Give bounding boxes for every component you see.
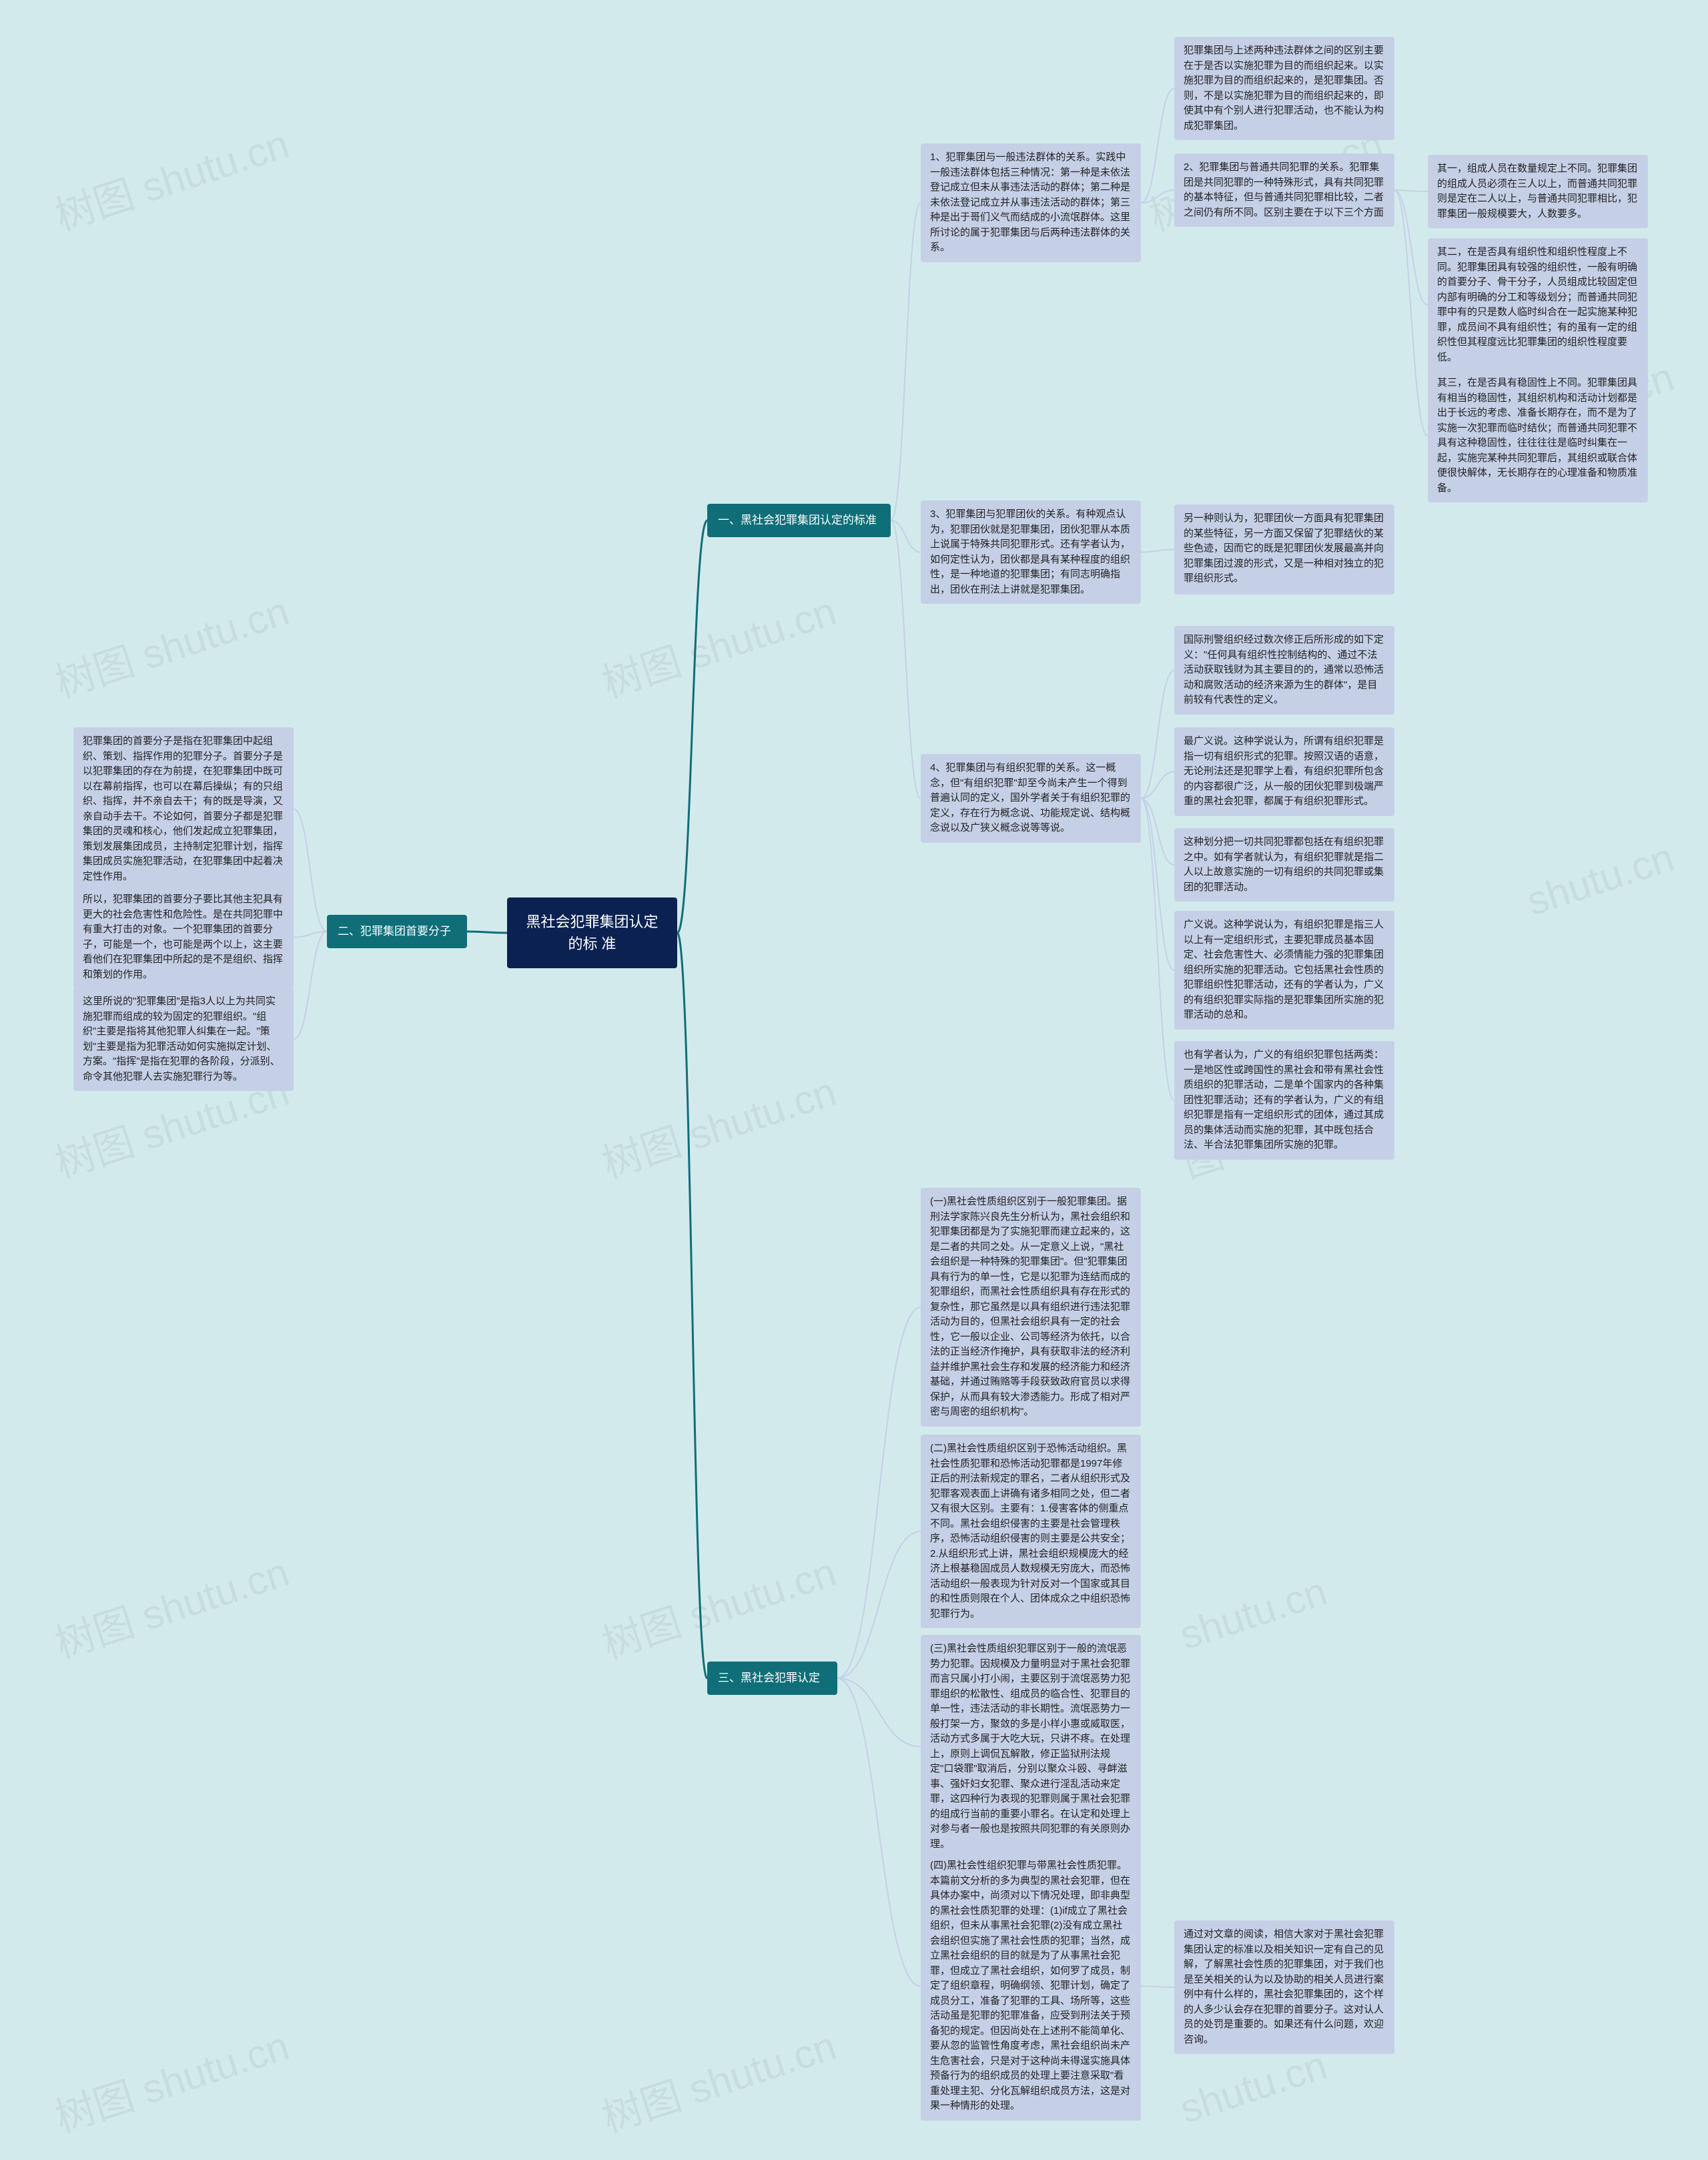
watermark: 树图 shutu.cn	[594, 2014, 843, 2144]
branch-1-item-1-sub-2: 2、犯罪集团与普通共同犯罪的关系。犯罪集团是共同犯罪的一种特殊形式，具有共同犯罪…	[1174, 153, 1394, 227]
branch-2-item-3: 这里所说的"犯罪集团"是指3人以上为共同实施犯罪而组成的较为固定的犯罪组织。"组…	[73, 988, 294, 1091]
branch-1-item-4-sub-5: 也有学者认为，广义的有组织犯罪包括两类：一是地区性或跨国性的黑社会和带有黑社会性…	[1174, 1041, 1394, 1160]
branch-1-item-1-sub-1: 犯罪集团与上述两种违法群体之间的区别主要在于是否以实施犯罪为目的而组织起来。以实…	[1174, 37, 1394, 140]
branch-3: 三、黑社会犯罪认定	[707, 1662, 837, 1695]
branch-1-item-4-sub-4: 广义说。这种学说认为，有组织犯罪是指三人以上有一定组织形式，主要犯罪成员基本固定…	[1174, 911, 1394, 1030]
branch-1-item-1-sub-2-b: 其二，在是否具有组织性和组织性程度上不同。犯罪集团具有较强的组织性，一般有明确的…	[1428, 238, 1648, 372]
branch-1-item-4: 4、犯罪集团与有组织犯罪的关系。这一概念，但"有组织犯罪"却至今尚未产生一个得到…	[921, 754, 1141, 843]
branch-3-item-1: (一)黑社会性质组织区别于一般犯罪集团。据刑法学家陈兴良先生分析认为，黑社会组织…	[921, 1188, 1141, 1427]
branch-2-item-2: 所以，犯罪集团的首要分子要比其他主犯具有更大的社会危害性和危险性。是在共同犯罪中…	[73, 885, 294, 989]
branch-3-item-2: (二)黑社会性质组织区别于恐怖活动组织。黑社会性质犯罪和恐怖活动犯罪都是1997…	[921, 1435, 1141, 1628]
branch-1-item-4-sub-3: 这种划分把一切共同犯罪都包括在有组织犯罪之中。如有学者就认为，有组织犯罪就是指二…	[1174, 828, 1394, 902]
branch-1-item-1: 1、犯罪集团与一般违法群体的关系。实践中一般违法群体包括三种情况：第一种是未依法…	[921, 143, 1141, 262]
branch-1: 一、黑社会犯罪集团认定的标准	[707, 504, 891, 537]
watermark: 树图 shutu.cn	[47, 579, 296, 709]
watermark: shutu.cn	[1521, 834, 1679, 925]
watermark: 树图 shutu.cn	[594, 1540, 843, 1670]
branch-2-item-1: 犯罪集团的首要分子是指在犯罪集团中起组织、策划、指挥作用的犯罪分子。首要分子是以…	[73, 727, 294, 891]
watermark: 树图 shutu.cn	[47, 1540, 296, 1670]
branch-3-item-4-sub-1: 通过对文章的阅读，相信大家对于黑社会犯罪集团认定的标准以及相关知识一定有自己的见…	[1174, 1920, 1394, 2054]
branch-3-item-3: (三)黑社会性质组织犯罪区别于一般的流氓恶势力犯罪。因规模及力量明显对于黑社会犯…	[921, 1635, 1141, 1858]
watermark: shutu.cn	[1174, 2042, 1332, 2133]
watermark: 树图 shutu.cn	[594, 1060, 843, 1190]
watermark: 树图 shutu.cn	[47, 2014, 296, 2144]
root-node: 黑社会犯罪集团认定的标 准	[507, 897, 677, 968]
watermark: 树图 shutu.cn	[47, 112, 296, 242]
branch-2: 二、犯罪集团首要分子	[327, 915, 467, 948]
branch-1-item-3: 3、犯罪集团与犯罪团伙的关系。有种观点认为，犯罪团伙就是犯罪集团，团伙犯罪从本质…	[921, 500, 1141, 604]
branch-3-item-4: (四)黑社会性组织犯罪与带黑社会性质犯罪。本篇前文分析的多为典型的黑社会犯罪，但…	[921, 1852, 1141, 2121]
branch-1-item-1-sub-2-c: 其三，在是否具有稳固性上不同。犯罪集团具有相当的稳固性，其组织机构和活动计划都是…	[1428, 369, 1648, 502]
watermark: 树图 shutu.cn	[594, 579, 843, 709]
branch-1-item-1-sub-2-a: 其一，组成人员在数量规定上不同。犯罪集团的组成人员必须在三人以上，而普通共同犯罪…	[1428, 155, 1648, 228]
branch-1-item-3-sub-1: 另一种则认为，犯罪团伙一方面具有犯罪集团的某些特征，另一方面又保留了犯罪结伙的某…	[1174, 504, 1394, 595]
branch-1-item-4-sub-1: 国际刑警组织经过数次修正后所形成的如下定义："任何具有组织性控制结构的、通过不法…	[1174, 626, 1394, 715]
watermark: shutu.cn	[1174, 1568, 1332, 1659]
branch-1-item-4-sub-2: 最广义说。这种学说认为，所谓有组织犯罪是指一切有组织形式的犯罪。按照汉语的语意，…	[1174, 727, 1394, 816]
